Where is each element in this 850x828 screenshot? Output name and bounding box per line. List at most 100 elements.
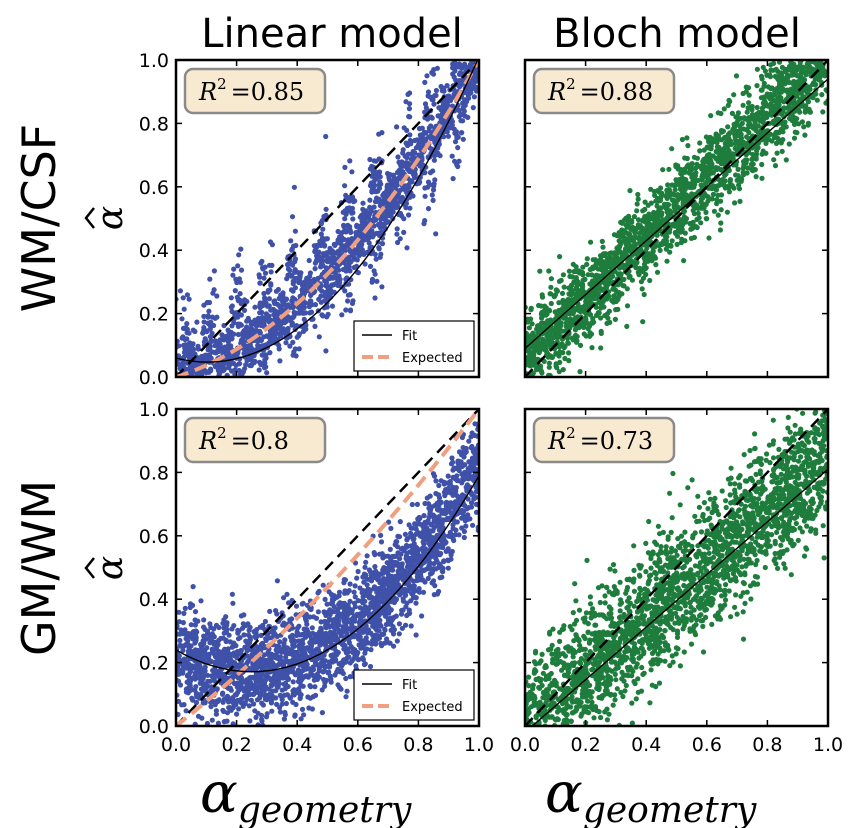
scatter-point	[211, 268, 217, 274]
scatter-point	[422, 109, 428, 115]
scatter-point	[446, 93, 452, 99]
scatter-point	[232, 288, 238, 294]
scatter-point	[709, 185, 716, 191]
xlabel-right-main: α	[545, 761, 583, 826]
scatter-point	[407, 132, 413, 138]
scatter-point	[252, 304, 258, 310]
scatter-point	[267, 608, 273, 615]
scatter-point	[773, 140, 780, 146]
scatter-point	[273, 288, 279, 294]
scatter-point	[698, 163, 704, 169]
scatter-point	[367, 204, 373, 210]
scatter-point	[395, 239, 401, 246]
scatter-point	[458, 118, 464, 124]
scatter-point	[726, 189, 733, 195]
scatter-point	[637, 239, 643, 245]
scatter-point	[423, 138, 429, 144]
scatter-point	[295, 275, 301, 281]
scatter-point	[754, 66, 761, 72]
scatter-point	[750, 125, 756, 131]
r2-label: R2 =0.88	[547, 75, 653, 106]
scatter-point	[708, 113, 714, 119]
scatter-point	[434, 65, 440, 71]
scatter-point	[802, 109, 808, 115]
scatter-point	[664, 234, 670, 240]
scatter-point	[598, 305, 604, 311]
scatter-point	[530, 370, 536, 376]
scatter-point	[351, 264, 357, 271]
y-tick-label: 0.4	[139, 240, 169, 262]
scatter-point	[556, 300, 562, 306]
scatter-point	[230, 272, 236, 278]
scatter-point	[624, 323, 630, 329]
scatter-point	[367, 663, 374, 670]
scatter-point	[367, 156, 373, 163]
scatter-point	[791, 135, 798, 141]
scatter-point	[374, 195, 380, 201]
scatter-point	[323, 212, 329, 218]
scatter-point	[577, 342, 584, 348]
scatter-point	[214, 314, 220, 320]
scatter-point	[469, 79, 475, 85]
scatter-point	[238, 369, 244, 375]
scatter-point	[238, 339, 244, 345]
scatter-point	[372, 564, 378, 570]
scatter-point	[665, 182, 671, 188]
scatter-point	[644, 253, 650, 259]
ylabel-top: α	[84, 206, 131, 230]
scatter-point	[565, 340, 571, 346]
scatter-point	[579, 304, 585, 311]
scatter-point	[666, 229, 673, 235]
scatter-point	[366, 231, 372, 237]
scatter-point	[346, 281, 352, 287]
scatter-points	[525, 60, 828, 377]
scatter-point	[342, 183, 348, 189]
scatter-point	[329, 282, 335, 288]
scatter-point	[588, 239, 594, 245]
scatter-point	[696, 215, 702, 221]
scatter-point	[215, 365, 221, 371]
scatter-point	[573, 275, 579, 281]
scatter-point	[203, 370, 209, 376]
scatter-point	[658, 185, 664, 191]
scatter-point	[372, 251, 378, 257]
scatter-point	[541, 325, 547, 331]
scatter-point	[345, 262, 351, 268]
scatter-point	[456, 158, 462, 164]
scatter-point	[777, 94, 783, 100]
axes-frame	[523, 58, 830, 379]
scatter-point	[780, 75, 786, 81]
scatter-point	[599, 238, 605, 244]
scatter-point	[206, 308, 212, 314]
scatter-point	[626, 223, 632, 229]
scatter-point	[691, 211, 698, 217]
scatter-point	[719, 129, 725, 135]
scatter-point	[630, 238, 637, 244]
scatter-point	[698, 220, 704, 226]
scatter-point	[229, 591, 235, 597]
scatter-point	[626, 231, 633, 237]
scatter-point	[684, 163, 690, 170]
scatter-point	[387, 207, 393, 213]
scatter-point	[613, 307, 619, 313]
scatter-point	[214, 293, 220, 299]
scatter-point	[618, 273, 624, 279]
scatter-point	[627, 273, 633, 279]
scatter-point	[805, 99, 812, 105]
scatter-point	[241, 307, 248, 313]
scatter-point	[306, 257, 312, 264]
scatter-point	[353, 230, 359, 236]
r2-box: R2 =0.85	[183, 67, 327, 115]
scatter-point	[320, 226, 326, 232]
scatter-point	[548, 276, 555, 282]
scatter-point	[460, 106, 466, 112]
fit-curve	[525, 78, 828, 350]
scatter-point	[456, 107, 462, 113]
scatter-point	[285, 314, 291, 320]
scatter-point	[600, 299, 606, 305]
scatter-point	[717, 227, 724, 233]
scatter-point	[432, 177, 438, 183]
scatter-point	[725, 124, 731, 130]
scatter-point	[325, 286, 331, 292]
scatter-point	[261, 290, 267, 297]
